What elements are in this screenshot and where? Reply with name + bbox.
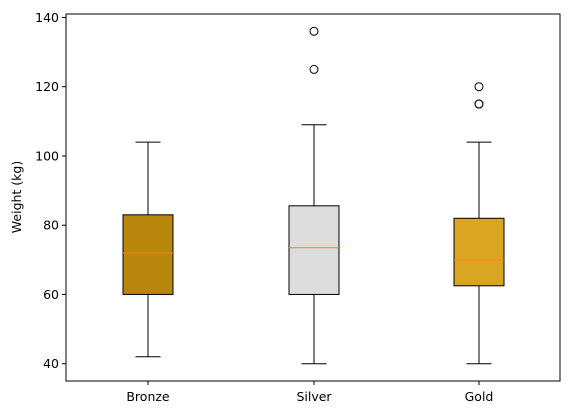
boxes-group bbox=[122, 26, 505, 365]
y-tick-label: 120 bbox=[35, 79, 59, 94]
x-axis: Bronze Silver Gold bbox=[126, 381, 493, 404]
x-tick-label: Bronze bbox=[126, 389, 170, 404]
box-bronze bbox=[122, 141, 174, 358]
x-tick-label: Silver bbox=[296, 389, 332, 404]
outlier-point bbox=[309, 26, 319, 36]
y-tick-label: 140 bbox=[35, 10, 59, 25]
plot-area-frame bbox=[65, 13, 561, 382]
y-axis: 40 60 80 100 120 140 bbox=[35, 10, 66, 371]
outlier-point bbox=[474, 99, 484, 109]
iqr-box bbox=[453, 217, 505, 287]
y-tick-label: 100 bbox=[35, 148, 59, 163]
x-tick-label: Gold bbox=[465, 389, 494, 404]
box-gold bbox=[453, 82, 505, 365]
outlier-point bbox=[309, 64, 319, 74]
iqr-box bbox=[288, 205, 340, 295]
iqr-box bbox=[122, 214, 174, 295]
box-silver bbox=[288, 26, 340, 365]
y-tick-label: 80 bbox=[43, 218, 59, 233]
outlier-point bbox=[474, 82, 484, 92]
y-axis-label: Weight (kg) bbox=[9, 161, 24, 233]
y-tick-label: 40 bbox=[43, 356, 59, 371]
y-tick-label: 60 bbox=[43, 287, 59, 302]
